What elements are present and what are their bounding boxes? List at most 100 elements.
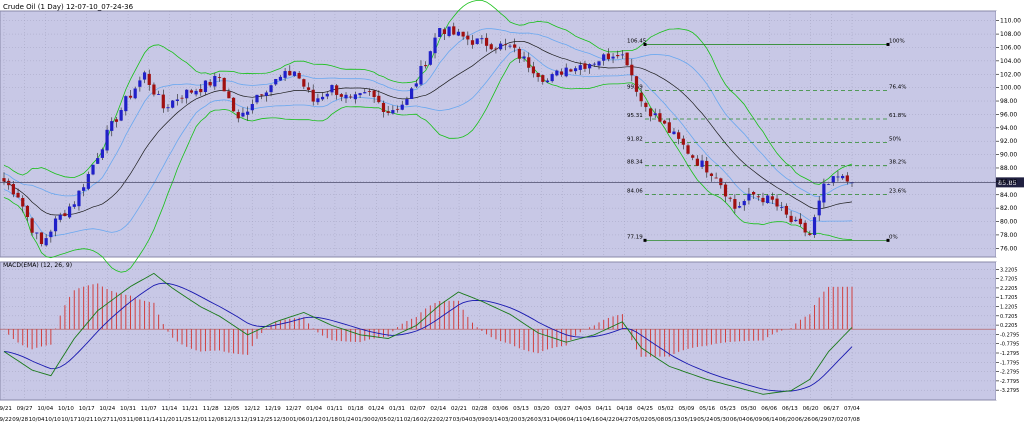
candle-body: [611, 56, 615, 59]
candle-body: [438, 28, 442, 38]
time-tick-bottom-label: 12/01: [192, 417, 208, 423]
time-tick-top-label: 06/13: [782, 406, 798, 412]
candle-body: [278, 76, 283, 81]
candle-body: [555, 70, 559, 76]
macd-tick-label: 2.7205: [1000, 277, 1018, 283]
candle-body: [260, 94, 264, 96]
candle-body: [812, 217, 817, 235]
time-tick-bottom-label: 06/20: [779, 417, 795, 423]
candle-body: [700, 160, 704, 167]
macd-tick-label: 2.2205: [1000, 286, 1018, 292]
fib-level-label: 0%: [889, 234, 898, 240]
time-tick-bottom-label: 11/20: [159, 417, 175, 423]
time-tick-top-label: 02/28: [472, 406, 488, 412]
time-tick-bottom-label: 01/18: [322, 417, 338, 423]
macd-tick-label: 1.7205: [1000, 295, 1018, 301]
candle-body: [288, 70, 292, 76]
time-tick-bottom-label: 10/10: [45, 417, 61, 423]
price-tick-label: 80.00: [1000, 219, 1017, 226]
fib-price-label: 106.45: [627, 38, 647, 44]
candle-body: [433, 37, 437, 54]
time-tick-bottom-label: 12/25: [257, 417, 273, 423]
time-tick-top-label: 10/24: [99, 406, 115, 412]
time-tick-bottom-label: 04/11: [567, 417, 583, 423]
candle-body: [316, 98, 320, 103]
candle-body: [283, 71, 287, 78]
candle-body: [105, 129, 109, 151]
candle-body: [756, 196, 760, 198]
time-tick-bottom-label: 02/16: [404, 417, 420, 423]
time-tick-top-label: 05/02: [658, 406, 674, 412]
candle-body: [7, 180, 11, 186]
candle-body: [72, 204, 76, 207]
time-tick-bottom-label: 05/02: [632, 417, 648, 423]
candle-body: [658, 113, 662, 122]
fib-anchor-point: [886, 42, 890, 46]
candle-body: [302, 79, 306, 87]
price-axis: 110.00 108.00 106.00 104.00 102.00 100.00 98.0…: [996, 18, 1021, 252]
candle-body: [410, 88, 414, 99]
macd-tick-label: -1.2795: [1000, 351, 1019, 357]
price-tick-label: 86.00: [1000, 178, 1017, 185]
candle-body: [157, 94, 161, 95]
time-tick-bottom-label: 02/22: [420, 417, 436, 423]
candle-body: [138, 80, 142, 87]
candle-body: [142, 72, 147, 80]
candle-body: [330, 85, 334, 93]
time-tick-top-label: 10/31: [120, 406, 136, 412]
candle-body: [77, 190, 81, 207]
time-tick-bottom-label: 02/05: [371, 417, 387, 423]
candle-body: [784, 205, 789, 215]
time-tick-bottom-label: 01/06: [290, 417, 306, 423]
candle-body: [86, 174, 90, 189]
time-tick-top-label: 04/03: [575, 406, 591, 412]
time-tick-bottom-label: 01/30: [355, 417, 371, 423]
time-tick-top-label: 04/18: [616, 406, 632, 412]
candle-body: [841, 175, 845, 179]
candle-body: [770, 196, 774, 200]
time-tick-top-label: 05/16: [699, 406, 715, 412]
candle-body: [58, 214, 62, 220]
time-tick-top-label: 02/21: [451, 406, 467, 412]
candle-body: [775, 198, 779, 207]
candle-body: [180, 97, 184, 99]
candle-body: [470, 40, 475, 45]
candle-body: [681, 138, 685, 145]
candle-body: [691, 155, 695, 158]
candle-body: [133, 88, 137, 99]
fib-price-label: 84.06: [627, 188, 643, 194]
candle-body: [545, 80, 550, 83]
candle-body: [667, 122, 671, 133]
time-tick-top-label: 05/23: [720, 406, 736, 412]
time-tick-top-label: 10/10: [58, 406, 74, 412]
candle-body: [395, 108, 400, 110]
time-tick-bottom-label: 12/13: [224, 417, 240, 423]
price-tick-label: 98.00: [1000, 98, 1017, 105]
time-tick-top-label: 11/21: [182, 406, 198, 412]
time-tick-top-label: 09/21: [0, 406, 12, 412]
candle-body: [484, 37, 489, 46]
candle-body: [737, 206, 742, 208]
time-tick-top-label: 03/20: [534, 406, 550, 412]
candle-body: [297, 72, 301, 79]
time-tick-top-label: 12/05: [224, 406, 240, 412]
time-tick-bottom-label: 11/03: [110, 417, 126, 423]
time-tick-top-label: 10/17: [79, 406, 95, 412]
candle-body: [199, 89, 203, 93]
macd-axis-background: [996, 262, 1024, 400]
time-tick-top-label: 06/27: [823, 406, 839, 412]
macd-line: [3, 282, 853, 392]
time-tick-bottom-label: 03/26: [518, 417, 534, 423]
macd-tick-label: -2.7795: [1000, 379, 1019, 385]
candle-body: [227, 91, 231, 99]
time-tick-top-label: 02/14: [430, 406, 446, 412]
time-tick-top-label: 12/27: [286, 406, 302, 412]
candle-body: [189, 90, 194, 93]
time-tick-top-label: 01/24: [368, 406, 384, 412]
fib-level-label: 50%: [889, 136, 901, 142]
candle-body: [349, 96, 353, 98]
time-tick-bottom-label: 04/22: [599, 417, 615, 423]
time-tick-bottom-label: 01/12: [306, 417, 322, 423]
candle-body: [419, 66, 423, 85]
candle-body: [67, 206, 72, 218]
